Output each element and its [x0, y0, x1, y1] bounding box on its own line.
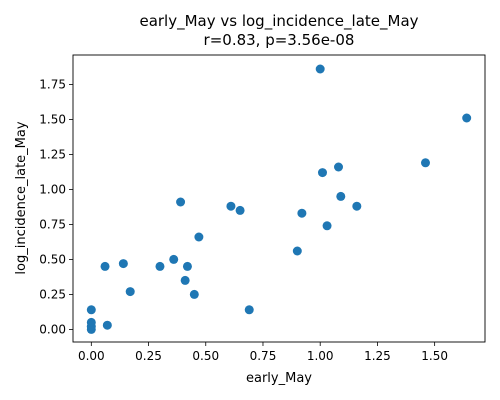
y-tick-label: 0.75 — [39, 217, 66, 231]
data-point — [102, 320, 112, 330]
y-tick-label: 1.00 — [39, 182, 66, 196]
y-axis-label: log_incidence_late_May — [14, 121, 29, 274]
y-axis-ticks: 0.00 0.25 0.50 0.75 1.00 1.25 1.50 1.75 — [39, 77, 73, 336]
data-point — [462, 113, 472, 123]
x-tick-label: 0.00 — [78, 349, 105, 363]
data-point — [244, 305, 254, 315]
x-tick-label: 1.00 — [307, 349, 334, 363]
data-point — [169, 254, 179, 264]
data-point — [226, 201, 236, 211]
data-point — [125, 287, 135, 297]
x-axis-label: early_May — [246, 371, 312, 386]
data-point — [420, 158, 430, 168]
x-tick-label: 0.75 — [250, 349, 277, 363]
x-axis-ticks: 0.00 0.25 0.50 0.75 1.00 1.25 1.50 — [78, 342, 448, 363]
data-point — [86, 317, 96, 327]
data-point — [194, 232, 204, 242]
data-point — [235, 205, 245, 215]
data-point — [180, 275, 190, 285]
data-point — [155, 261, 165, 271]
data-point — [352, 201, 362, 211]
data-points — [86, 64, 472, 334]
data-point — [297, 208, 307, 218]
data-point — [315, 64, 325, 74]
data-point — [336, 191, 346, 201]
data-point — [100, 261, 110, 271]
x-tick-label: 0.50 — [192, 349, 219, 363]
y-tick-label: 0.00 — [39, 322, 66, 336]
data-point — [176, 197, 186, 207]
data-point — [322, 221, 332, 231]
y-tick-label: 0.50 — [39, 252, 66, 266]
data-point — [334, 162, 344, 172]
data-point — [189, 289, 199, 299]
y-tick-label: 1.50 — [39, 112, 66, 126]
x-tick-label: 1.50 — [421, 349, 448, 363]
y-tick-label: 0.25 — [39, 287, 66, 301]
data-point — [317, 168, 327, 178]
data-point — [292, 246, 302, 256]
y-tick-label: 1.25 — [39, 147, 66, 161]
y-tick-label: 1.75 — [39, 77, 66, 91]
chart-subtitle: r=0.83, p=3.56e-08 — [204, 31, 355, 49]
chart-title: early_May vs log_incidence_late_May — [139, 12, 418, 31]
x-tick-label: 1.25 — [364, 349, 391, 363]
data-point — [86, 305, 96, 315]
data-point — [118, 259, 128, 269]
data-point — [182, 261, 192, 271]
x-tick-label: 0.25 — [135, 349, 162, 363]
plot-frame — [72, 54, 486, 343]
